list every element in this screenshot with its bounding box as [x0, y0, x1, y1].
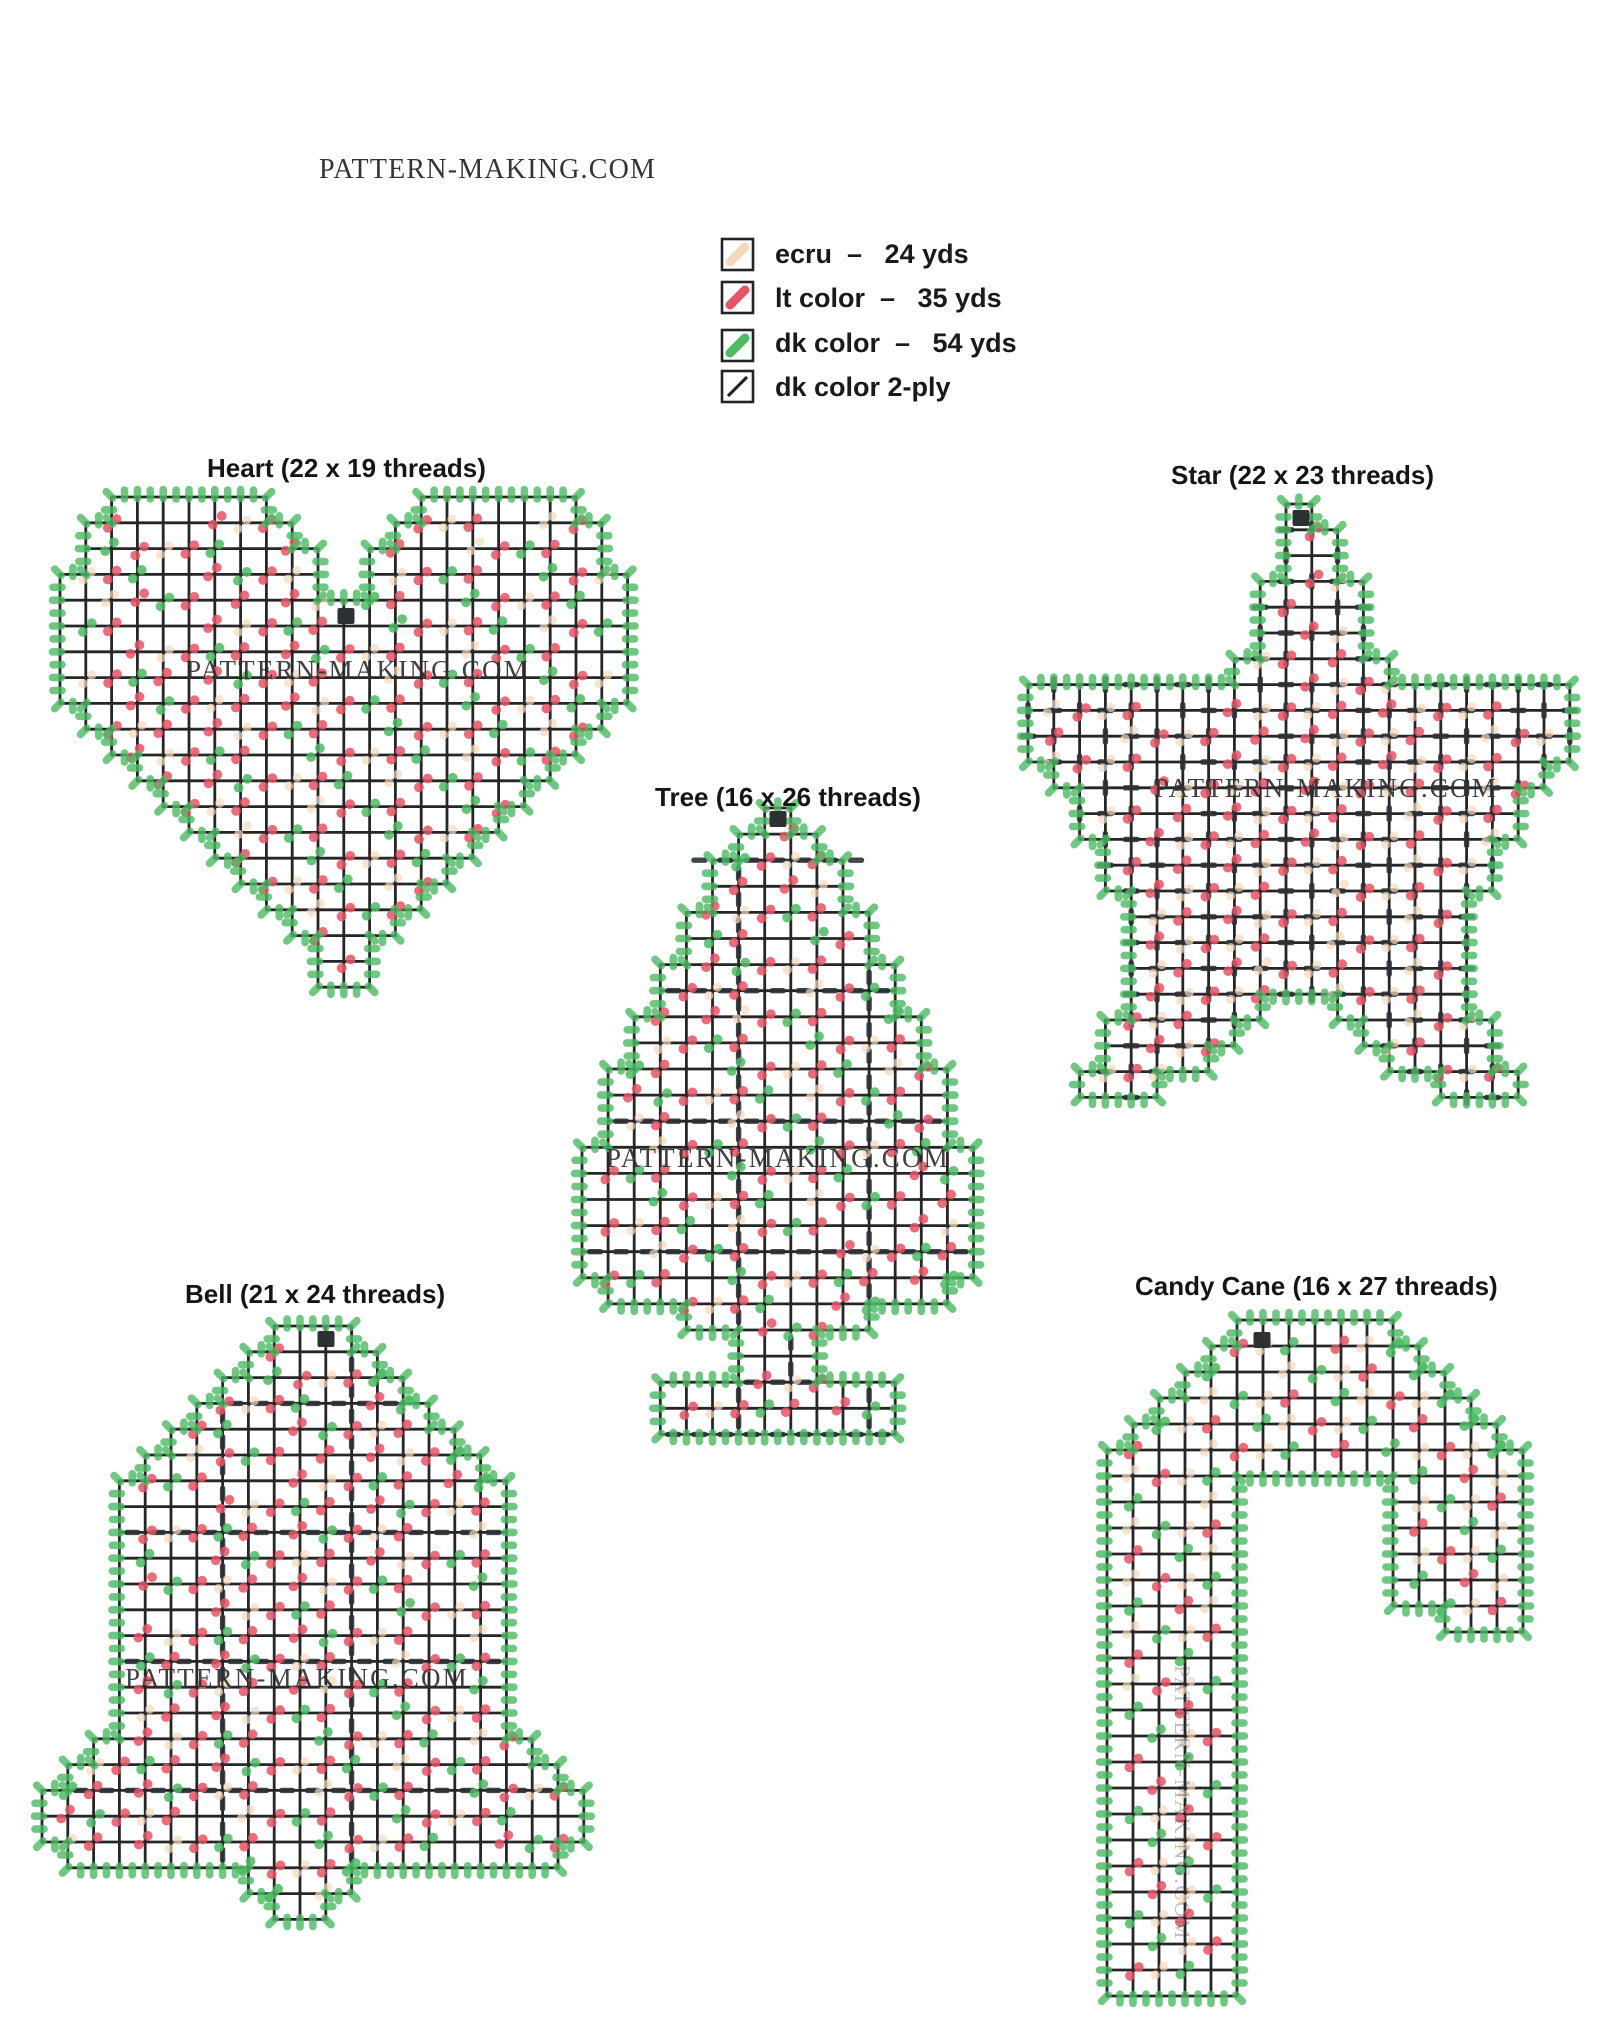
svg-text:PATTERN-MAKING.COM: PATTERN-MAKING.COM [1170, 1665, 1195, 1940]
svg-text:PATTERN-MAKING.COM: PATTERN-MAKING.COM [319, 154, 656, 185]
svg-text:ecru – 24 yds: ecru – 24 yds [775, 239, 969, 269]
svg-text:dk color – 54 yds: dk color – 54 yds [775, 328, 1017, 358]
svg-text:lt color – 35 yds: lt color – 35 yds [775, 283, 1002, 313]
svg-text:dk color 2-ply: dk color 2-ply [775, 372, 951, 402]
svg-text:Heart (22 x 19 threads): Heart (22 x 19 threads) [207, 453, 486, 483]
svg-text:PATTERN-MAKING.COM: PATTERN-MAKING.COM [1154, 773, 1498, 803]
svg-text:Bell (21 x 24 threads): Bell (21 x 24 threads) [185, 1279, 445, 1309]
svg-text:Candy Cane (16 x 27 threads): Candy Cane (16 x 27 threads) [1135, 1271, 1498, 1301]
svg-text:PATTERN-MAKING.COM: PATTERN-MAKING.COM [125, 1663, 469, 1693]
svg-text:PATTERN-MAKING.COM: PATTERN-MAKING.COM [606, 1143, 950, 1173]
svg-text:Star (22 x 23 threads): Star (22 x 23 threads) [1171, 460, 1434, 490]
svg-text:PATTERN-MAKING.COM: PATTERN-MAKING.COM [186, 655, 530, 685]
svg-text:Tree (16 x 26 threads): Tree (16 x 26 threads) [655, 782, 921, 812]
